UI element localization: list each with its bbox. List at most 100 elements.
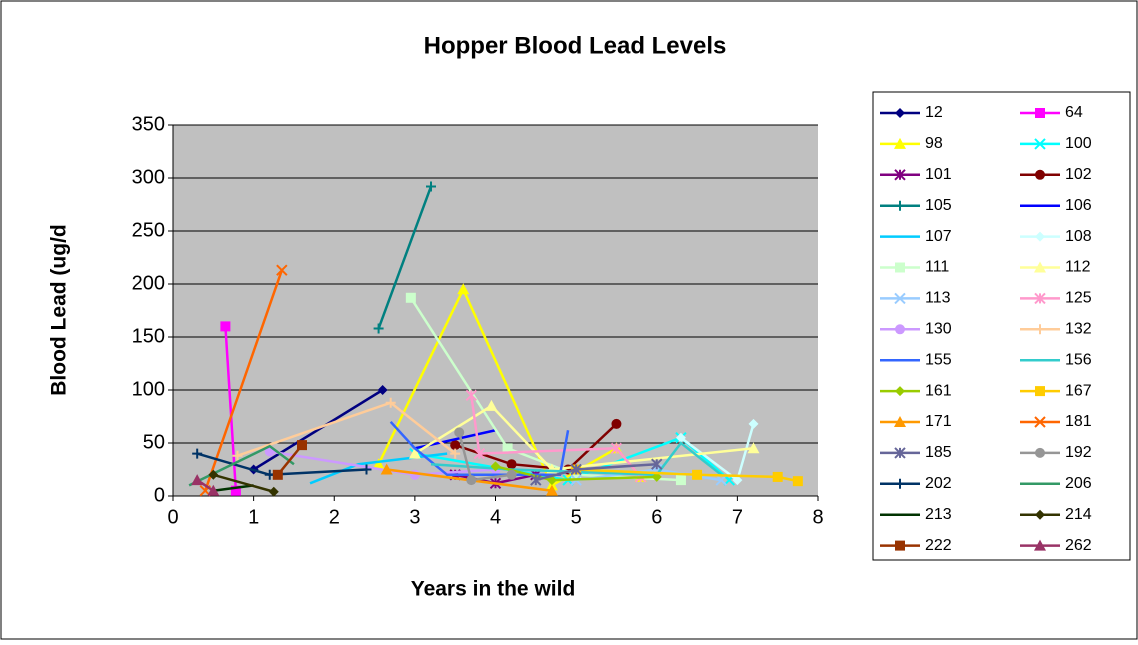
marker [894, 416, 906, 427]
marker [191, 474, 204, 486]
legend-label: 262 [1065, 537, 1092, 554]
marker [530, 474, 542, 486]
y-axis-label: Blood Lead (ug/d [48, 224, 71, 395]
marker [895, 478, 905, 489]
legend-label: 112 [1065, 259, 1091, 276]
marker [894, 137, 906, 149]
marker [1035, 169, 1045, 180]
x-tick-label: 1 [248, 506, 259, 528]
marker [272, 469, 283, 480]
marker [895, 324, 905, 335]
marker [651, 471, 662, 482]
marker [380, 463, 393, 475]
marker [230, 485, 241, 496]
legend-label: 185 [925, 444, 952, 461]
marker [894, 169, 906, 181]
legend-label: 181 [1065, 413, 1092, 430]
x-tick-label: 7 [732, 506, 743, 528]
marker [1034, 138, 1046, 150]
marker [747, 442, 760, 454]
legend-label: 167 [1065, 382, 1092, 399]
legend [872, 91, 1131, 561]
legend-label: 108 [1065, 228, 1092, 245]
y-tick-label: 300 [132, 166, 165, 188]
marker [651, 458, 663, 470]
x-tick-label: 2 [329, 506, 340, 528]
marker [457, 283, 470, 295]
legend-label: 107 [925, 228, 952, 245]
marker [220, 321, 231, 332]
y-tick-label: 50 [143, 431, 165, 453]
legend-label: 64 [1065, 104, 1083, 121]
series-line [377, 186, 433, 329]
marker [894, 292, 906, 305]
series-line [212, 473, 275, 493]
marker [1034, 539, 1046, 551]
x-axis-label: Years in the wild [411, 578, 576, 601]
chart-title: Hopper Blood Lead Levels [424, 32, 727, 59]
marker [490, 461, 501, 472]
legend-label: 12 [925, 104, 943, 121]
y-tick-label: 150 [132, 325, 165, 347]
legend-label: 125 [1065, 290, 1092, 307]
marker [506, 459, 517, 470]
y-tick-label: 100 [132, 378, 165, 400]
marker [895, 108, 905, 118]
legend-label: 156 [1065, 351, 1092, 368]
series-line [213, 484, 254, 492]
marker [405, 292, 416, 303]
marker [426, 181, 436, 192]
marker [1035, 231, 1045, 242]
x-tick-label: 4 [490, 506, 501, 528]
marker [361, 464, 372, 475]
legend-label: 161 [925, 382, 952, 399]
series-line [188, 444, 295, 487]
marker [232, 450, 243, 461]
legend-label: 105 [925, 197, 952, 214]
marker [1034, 261, 1046, 273]
y-tick-label: 0 [154, 484, 165, 506]
marker [675, 475, 686, 486]
marker [465, 389, 478, 402]
marker [485, 399, 498, 411]
legend-label: 213 [925, 506, 952, 523]
marker [1035, 509, 1045, 520]
marker [466, 475, 477, 486]
legend-label: 111 [925, 259, 949, 276]
marker [792, 476, 803, 487]
legend-label: 171 [925, 413, 952, 430]
series-line [470, 395, 642, 478]
series-line [252, 388, 384, 471]
legend-label: 155 [925, 351, 952, 368]
marker [675, 432, 686, 443]
marker [570, 463, 582, 476]
legend-label: 102 [1065, 166, 1092, 183]
marker [208, 469, 219, 480]
marker [1035, 447, 1045, 458]
marker [373, 323, 384, 334]
legend-label: 106 [1065, 197, 1092, 214]
marker [748, 418, 759, 429]
x-tick-label: 0 [167, 506, 178, 528]
marker [450, 440, 461, 451]
marker [207, 484, 220, 496]
marker [772, 471, 783, 482]
x-tick-label: 5 [571, 506, 582, 528]
marker [473, 447, 486, 460]
legend-label: 206 [1065, 475, 1092, 492]
legend-label: 113 [925, 290, 951, 307]
legend-label: 98 [925, 135, 943, 152]
plot-area [173, 125, 818, 496]
marker [506, 469, 517, 480]
legend-label: 214 [1065, 506, 1092, 523]
marker [297, 440, 307, 451]
marker [192, 448, 203, 459]
marker [1034, 416, 1046, 428]
legend-label: 132 [1065, 321, 1092, 338]
marker [732, 475, 743, 486]
marker [894, 447, 906, 459]
marker [268, 486, 279, 497]
marker [450, 448, 461, 459]
marker [1034, 292, 1046, 305]
legend-label: 101 [925, 166, 952, 183]
